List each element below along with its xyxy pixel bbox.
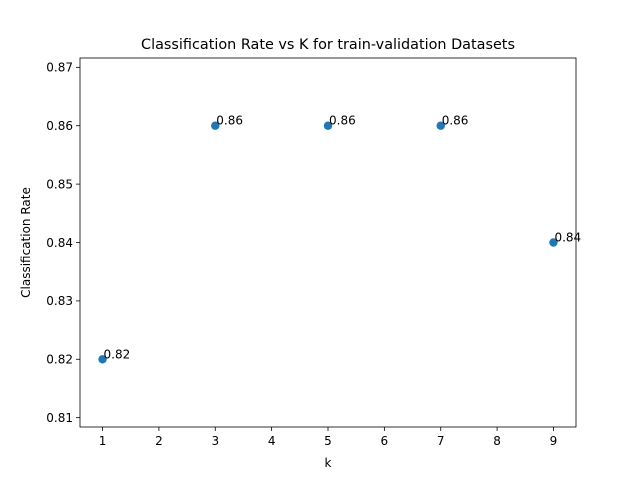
y-tick-label: 0.87 [46,61,73,75]
x-axis-label: k [325,456,332,470]
y-tick-label: 0.81 [46,411,73,425]
data-point [98,355,107,364]
data-label: 0.82 [104,347,131,361]
data-point [549,238,558,247]
x-tick-label: 8 [493,434,501,448]
y-tick-label: 0.83 [46,294,73,308]
data-point [436,121,445,130]
x-tick-label: 4 [268,434,276,448]
y-axis-label: Classification Rate [19,187,33,298]
data-label: 0.86 [329,114,356,128]
data-point [323,121,333,130]
x-tick-label: 6 [381,434,389,448]
y-tick-label: 0.84 [46,236,73,250]
y-tick-label: 0.82 [46,353,73,367]
data-label: 0.86 [442,114,469,128]
x-tick-label: 7 [437,434,445,448]
x-tick-label: 2 [155,434,163,448]
plot-area: 1 2 3 4 5 6 7 8 9 0.81 0.82 0.83 0.84 0.85 0.86 0.87 0.8… [46,61,581,448]
data-label: 0.84 [554,231,581,245]
data-point [211,121,220,130]
axes-frame [79,57,577,428]
x-tick-label: 9 [550,434,558,448]
chart-title: Classification Rate vs K for train-valid… [141,37,515,53]
y-tick-label: 0.85 [46,177,73,191]
data-label: 0.86 [216,114,243,128]
x-tick-label: 3 [211,434,219,448]
y-tick-label: 0.86 [46,119,73,133]
x-tick-label: 5 [324,434,332,448]
x-tick-label: 1 [99,434,107,448]
